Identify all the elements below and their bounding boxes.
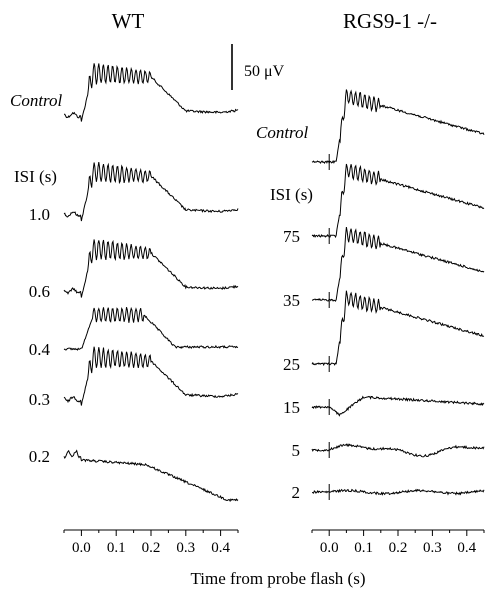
tick-label-1-3: 0.3: [423, 540, 442, 556]
trace-0-3: [63, 306, 239, 351]
trace-1-3: [311, 290, 485, 367]
wt-trace-group: [63, 63, 239, 503]
wt-x-axis: 0.0 0.1 0.2 0.3 0.4: [63, 529, 239, 556]
wt-isi-header: ISI (s): [14, 167, 57, 186]
trace-1-4: [311, 395, 485, 417]
tick-label-1-2: 0.2: [389, 540, 408, 556]
trace-0-4: [63, 346, 239, 406]
trace-1-5: [311, 443, 485, 458]
trace-1-0: [311, 89, 485, 165]
rgs-panel-title: RGS9-1 -/-: [343, 9, 437, 33]
trace-1-6: [312, 488, 485, 496]
series-label-0-3: 0.4: [29, 340, 51, 359]
series-label-1-1: 75: [283, 227, 300, 246]
series-label-1-6: 2: [292, 483, 301, 502]
series-label-1-5: 5: [292, 441, 301, 460]
scale-bar-label: 50 μV: [244, 63, 285, 80]
x-axis-title: Time from probe flash (s): [190, 569, 365, 588]
wt-label-group: Control 1.0 0.6 0.4 0.3 0.2: [10, 91, 63, 466]
series-label-0-2: 0.6: [29, 282, 50, 301]
series-label-1-3: 25: [283, 355, 300, 374]
rgs-label-group: Control 75 35 25 15 5 2: [256, 123, 309, 502]
series-label-0-0: Control: [10, 91, 63, 110]
tick-label-0-1: 0.1: [107, 540, 126, 556]
tick-label-1-1: 0.1: [354, 540, 373, 556]
tick-label-0-2: 0.2: [142, 540, 161, 556]
series-label-1-0: Control: [256, 123, 309, 142]
series-label-1-4: 15: [283, 398, 300, 417]
tick-label-0-0: 0.0: [72, 540, 91, 556]
series-label-0-5: 0.2: [29, 447, 50, 466]
rgs-isi-header: ISI (s): [270, 185, 313, 204]
tick-label-0-3: 0.3: [176, 540, 195, 556]
trace-1-2: [312, 227, 485, 302]
series-label-0-4: 0.3: [29, 390, 50, 409]
tick-label-1-0: 0.0: [320, 540, 339, 556]
trace-0-5: [63, 449, 239, 503]
trace-0-2: [63, 239, 239, 298]
rgs-x-axis: 0.0 0.1 0.2 0.3 0.4: [311, 529, 485, 556]
tick-label-0-4: 0.4: [211, 540, 230, 556]
rgs-trace-group: [311, 89, 485, 500]
trace-0-0: [64, 63, 239, 122]
series-label-1-2: 35: [283, 291, 300, 310]
series-label-0-1: 1.0: [29, 205, 50, 224]
tick-label-1-4: 0.4: [457, 540, 476, 556]
trace-1-1: [311, 163, 485, 239]
wt-panel-title: WT: [112, 9, 145, 33]
trace-0-1: [63, 162, 239, 222]
